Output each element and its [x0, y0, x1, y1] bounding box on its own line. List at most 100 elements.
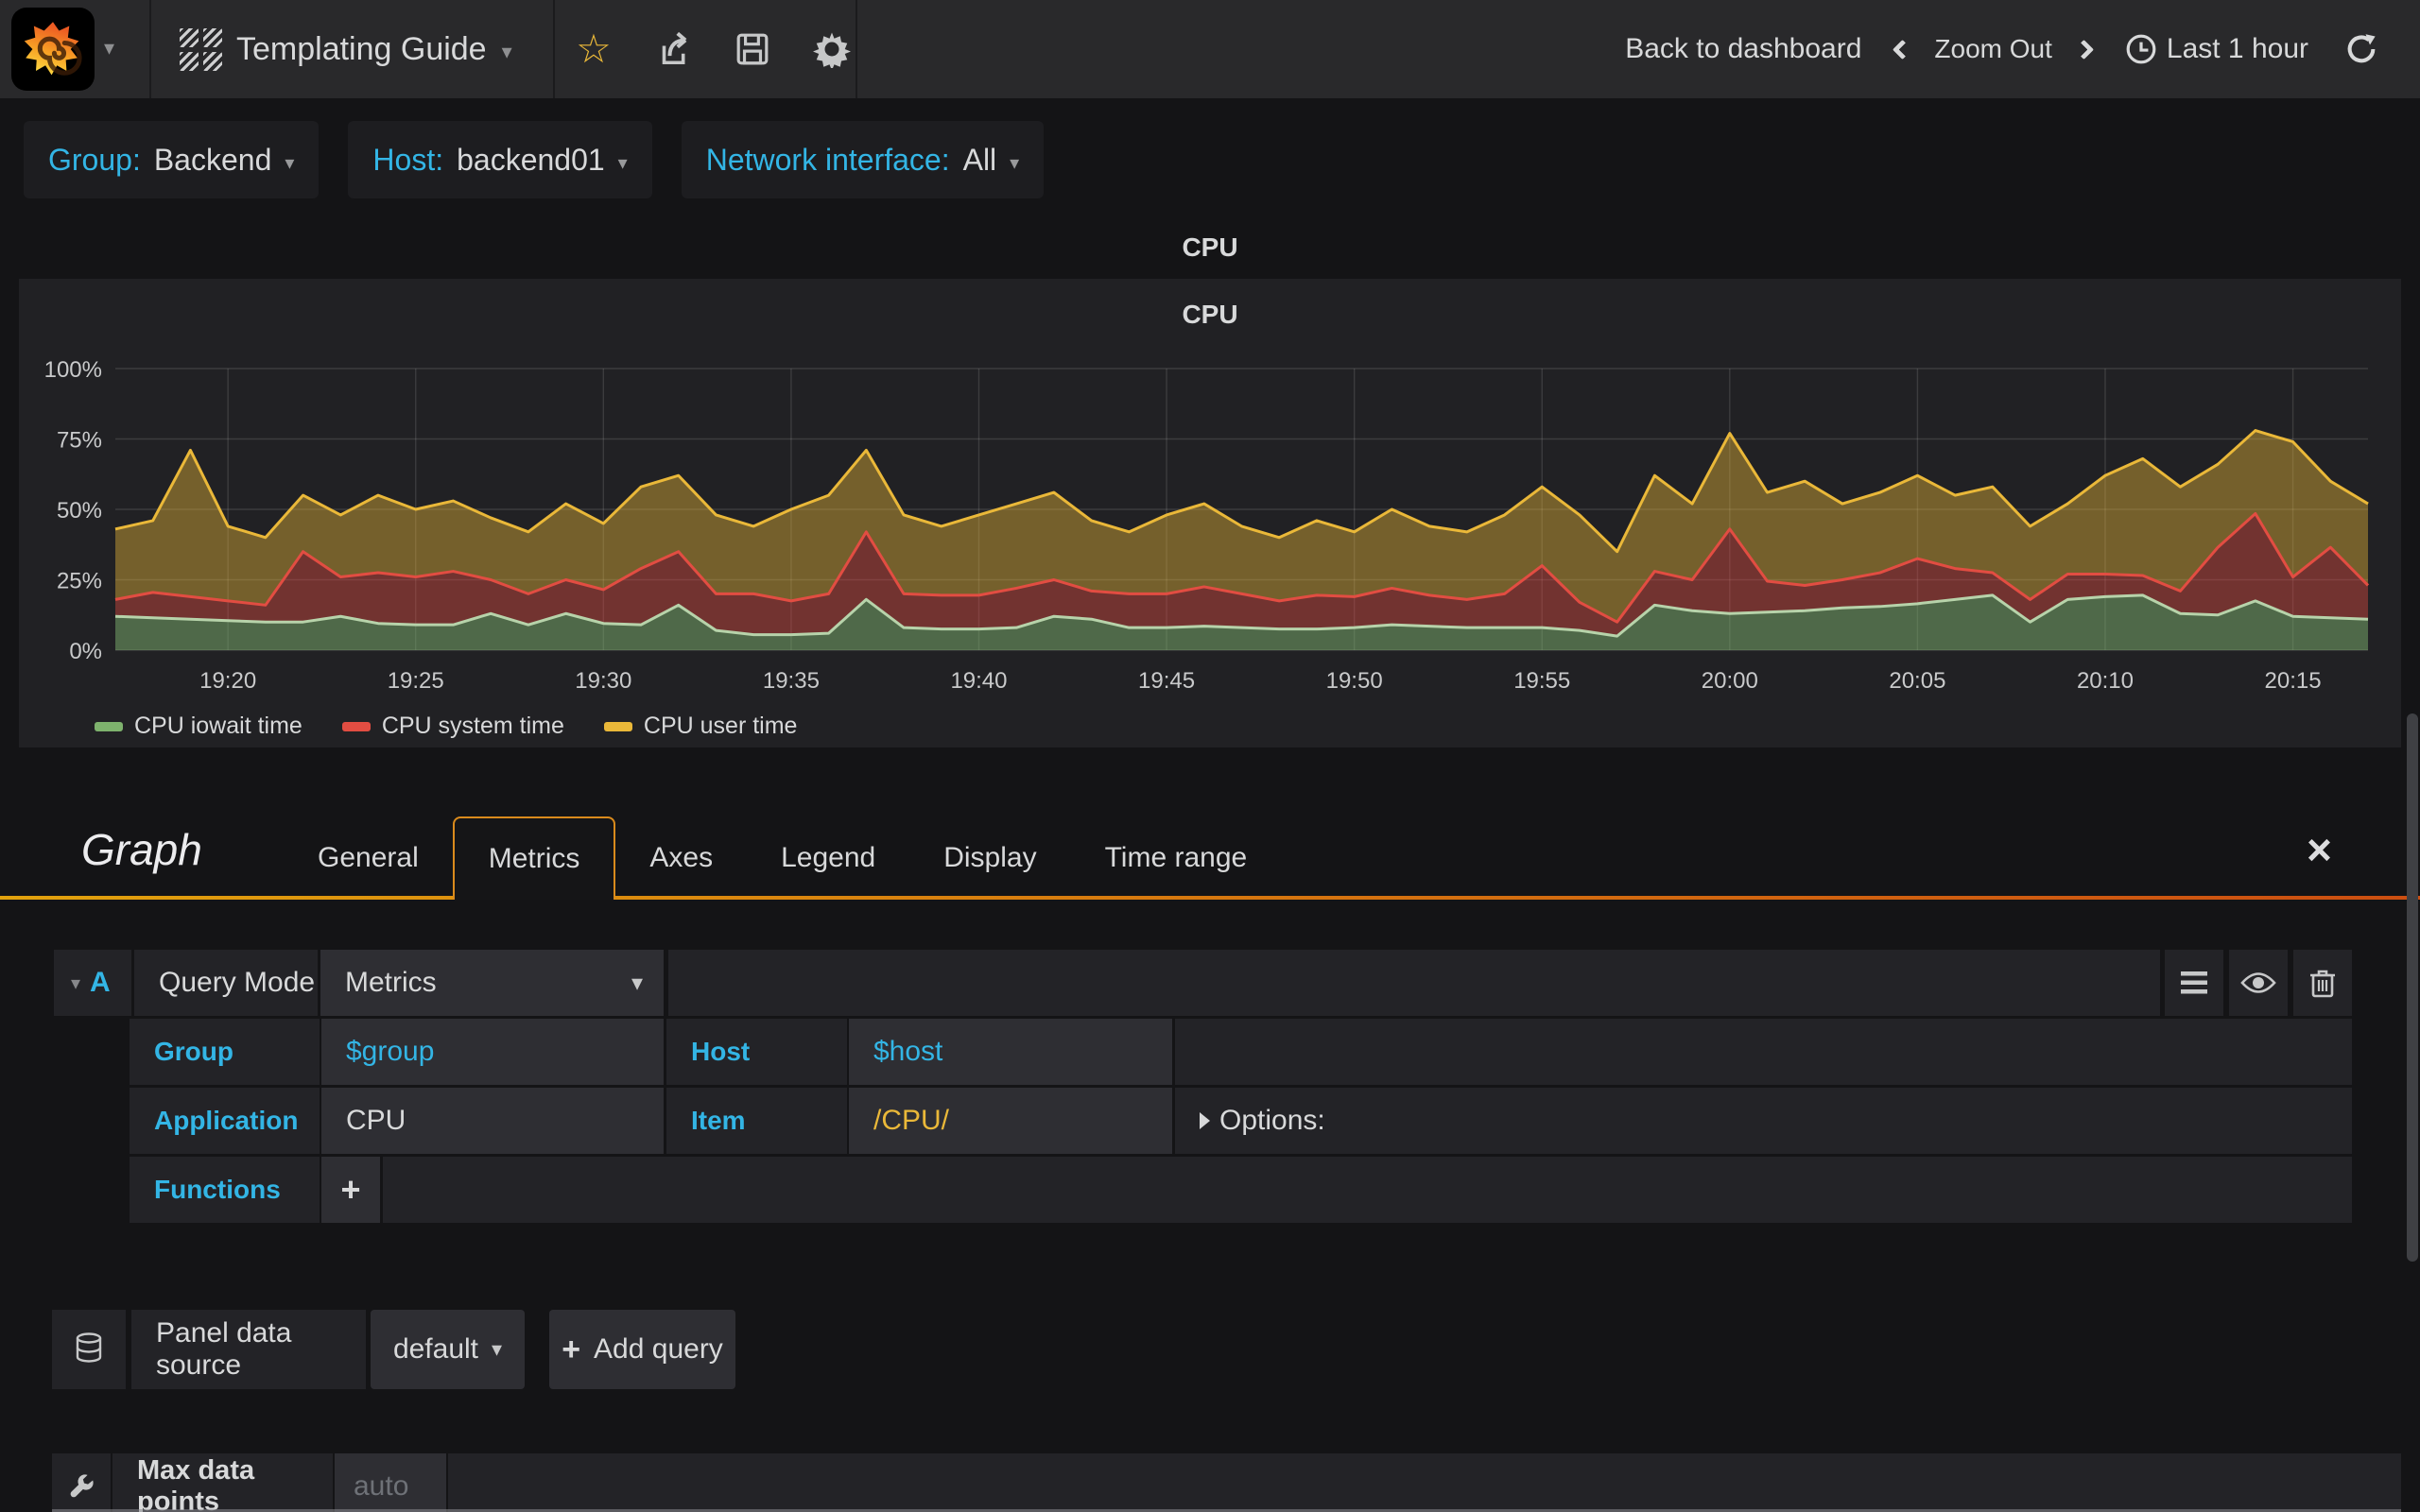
variable-host[interactable]: Host: backend01 ▾: [348, 121, 652, 198]
svg-text:20:10: 20:10: [2077, 668, 2134, 694]
graph-panel: 0% 25% 50% 75% 100% 19:20 19:25 19:30 19:35 19:40…: [19, 279, 2401, 747]
tab-metrics[interactable]: Metrics: [452, 816, 616, 904]
svg-text:19:30: 19:30: [575, 668, 631, 694]
refresh-icon: [2347, 34, 2376, 63]
variable-label: Host:: [372, 142, 444, 177]
variable-value: Backend: [153, 142, 272, 177]
application-input[interactable]: CPU: [321, 1088, 664, 1154]
dashboard-row-title[interactable]: CPU: [1182, 232, 1238, 262]
options-label: Options:: [1219, 1105, 1325, 1136]
zoom-out-button[interactable]: Zoom Out: [1934, 34, 2052, 63]
query-delete-button[interactable]: [2293, 950, 2352, 1016]
database-icon: [76, 1332, 102, 1363]
max-data-points-input[interactable]: [335, 1470, 446, 1503]
add-function-button[interactable]: +: [321, 1157, 380, 1223]
dashboard-grid-icon[interactable]: [180, 28, 223, 72]
max-data-points-row: Max data points: [52, 1453, 2401, 1512]
dashboard-title: Templating Guide: [236, 30, 487, 67]
group-input[interactable]: $group: [321, 1019, 664, 1085]
hamburger-icon: [2181, 971, 2207, 994]
options-toggle[interactable]: Options:: [1200, 1105, 1325, 1137]
variable-label: Network interface:: [705, 142, 950, 177]
save-button[interactable]: [734, 30, 771, 68]
editor-accent-line: [0, 896, 2420, 900]
chevron-down-icon: ▾: [1010, 152, 1020, 174]
svg-text:19:55: 19:55: [1513, 668, 1570, 694]
query-menu-button[interactable]: [2165, 950, 2223, 1016]
functions-label: Functions: [130, 1157, 320, 1223]
legend-item[interactable]: CPU iowait time: [95, 713, 302, 740]
item-label: Item: [666, 1088, 847, 1154]
tab-display[interactable]: Display: [943, 842, 1037, 873]
query-row-functions: Functions +: [130, 1157, 2352, 1223]
query-mode-label: Query Mode: [134, 950, 318, 1016]
query-ref-letter: A: [90, 967, 111, 998]
query-row-filler: [1175, 1019, 2352, 1085]
svg-text:20:00: 20:00: [1702, 668, 1758, 694]
legend-item[interactable]: CPU user time: [603, 713, 798, 740]
svg-text:100%: 100%: [44, 357, 102, 383]
max-data-points-input-cell: [335, 1453, 446, 1512]
application-label: Application: [130, 1088, 320, 1154]
star-button[interactable]: ☆: [575, 26, 613, 71]
svg-text:19:45: 19:45: [1138, 668, 1195, 694]
back-to-dashboard-link[interactable]: Back to dashboard: [1625, 33, 1862, 64]
panel-type-title: Graph: [81, 825, 202, 874]
svg-text:19:40: 19:40: [950, 668, 1007, 694]
time-range-picker[interactable]: Last 1 hour: [2125, 33, 2308, 65]
template-variables-row: Group: Backend ▾ Host: backend01 ▾ Netwo…: [24, 121, 1045, 198]
collapse-caret-icon: ▾: [71, 972, 81, 994]
tab-time-range[interactable]: Time range: [1104, 842, 1248, 873]
query-mode-dropdown[interactable]: Metrics ▾: [320, 950, 664, 1016]
legend-label: CPU system time: [381, 713, 564, 739]
plus-icon: +: [562, 1331, 581, 1367]
query-row-a: ▾ A Query Mode Metrics ▾: [54, 950, 2352, 1016]
panel-title[interactable]: CPU: [1182, 300, 1238, 329]
navbar-divider: [149, 0, 151, 98]
grafana-logo[interactable]: [11, 8, 95, 91]
clock-icon: [2126, 34, 2156, 64]
tab-general[interactable]: General: [318, 842, 419, 873]
panel-editor-header: Graph General Metrics Axes Legend Displa…: [0, 813, 2420, 904]
gear-icon: [813, 32, 851, 68]
refresh-button[interactable]: [2342, 30, 2380, 68]
shift-time-forward-icon[interactable]: [2073, 39, 2094, 60]
share-button[interactable]: [654, 30, 692, 68]
tab-legend[interactable]: Legend: [781, 842, 876, 873]
legend-label: CPU user time: [643, 713, 798, 739]
variable-group[interactable]: Group: Backend ▾: [24, 121, 320, 198]
query-collapse-toggle[interactable]: ▾ A: [54, 950, 131, 1016]
top-navbar: ▾ Templating Guide ▾ ☆: [0, 0, 2420, 98]
svg-text:19:20: 19:20: [199, 668, 256, 694]
share-icon: [662, 31, 687, 65]
host-label: Host: [666, 1019, 847, 1085]
navbar-divider: [553, 0, 555, 98]
close-editor-icon[interactable]: ×: [2307, 825, 2332, 874]
svg-text:75%: 75%: [57, 428, 102, 454]
save-icon: [736, 33, 769, 65]
cpu-stacked-area-chart[interactable]: 0% 25% 50% 75% 100% 19:20 19:25 19:30 19:35 19:40…: [19, 279, 2401, 747]
query-row-filler: [383, 1157, 2352, 1223]
shift-time-back-icon[interactable]: [1893, 39, 1913, 60]
legend-swatch-system: [341, 721, 371, 731]
variable-network-interface[interactable]: Network interface: All ▾: [681, 121, 1045, 198]
navbar-right-controls: Back to dashboard Zoom Out Last 1 hour: [1625, 0, 2380, 98]
datasource-value: default: [392, 1333, 479, 1365]
add-query-button[interactable]: + Add query: [549, 1310, 735, 1389]
host-input[interactable]: $host: [849, 1019, 1172, 1085]
dashboard-title-picker[interactable]: Templating Guide ▾: [236, 0, 512, 98]
variable-value: All: [962, 142, 997, 177]
legend-item[interactable]: CPU system time: [341, 713, 564, 740]
item-input[interactable]: /CPU/: [849, 1088, 1172, 1154]
chevron-down-icon: ▾: [631, 970, 643, 996]
query-toggle-visibility-button[interactable]: [2229, 950, 2288, 1016]
org-switcher-caret-icon[interactable]: ▾: [104, 36, 115, 60]
settings-button[interactable]: [813, 30, 851, 68]
dashboard-actions: ☆: [575, 0, 851, 98]
star-icon: ☆: [576, 26, 612, 71]
page-scrollbar[interactable]: [2407, 713, 2418, 1262]
tab-axes[interactable]: Axes: [649, 842, 714, 873]
datasource-dropdown[interactable]: default ▾: [371, 1310, 525, 1389]
navbar-divider: [856, 0, 857, 98]
query-row-filler: [668, 950, 2160, 1016]
